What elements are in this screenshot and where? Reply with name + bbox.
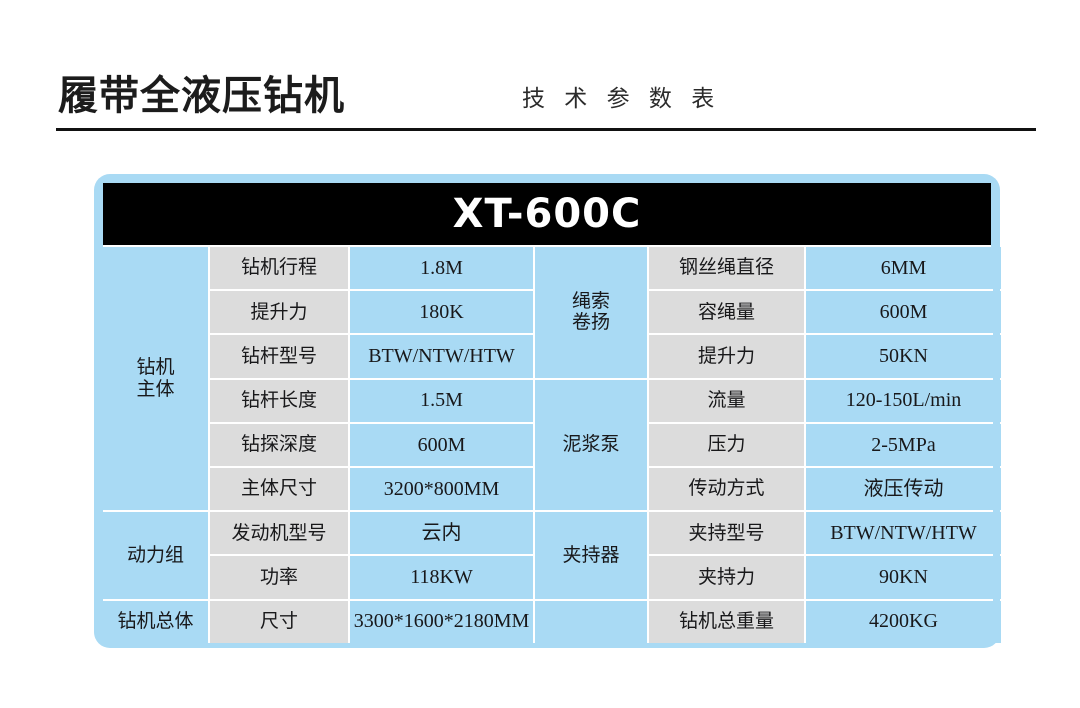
- param-label: 钻探深度: [210, 423, 348, 466]
- param-value: 2-5MPa: [806, 423, 1001, 466]
- param-label: 传动方式: [649, 467, 804, 511]
- param-value: 3200*800MM: [350, 467, 533, 511]
- page-header: 履带全液压钻机 技 术 参 数 表: [0, 72, 1080, 134]
- group-label-power-unit: 动力组: [103, 512, 208, 599]
- param-label: 钻杆长度: [210, 379, 348, 422]
- group-label-overall: 钻机总体: [103, 600, 208, 643]
- page-subtitle: 技 术 参 数 表: [522, 86, 721, 112]
- model-banner: XT-600C: [103, 183, 991, 245]
- group-label-rope-winch: 绳索 卷扬: [535, 247, 647, 378]
- title-divider: [56, 128, 1036, 131]
- param-label: 尺寸: [210, 600, 348, 643]
- param-value: BTW/NTW/HTW: [350, 335, 533, 378]
- param-label: 容绳量: [649, 291, 804, 334]
- group-label-mud-pump: 泥浆泵: [535, 379, 647, 511]
- group-label-clamp: 夹持器: [535, 512, 647, 599]
- param-label: 夹持型号: [649, 512, 804, 555]
- param-label: 流量: [649, 379, 804, 422]
- param-label: 夹持力: [649, 556, 804, 599]
- spec-table-frame: XT-600C 钻机 主体 钻机行程 1.8M 绳索 卷扬 钢丝绳直径 6MM …: [94, 174, 1001, 648]
- param-value: 1.8M: [350, 247, 533, 290]
- page-title: 履带全液压钻机: [58, 72, 345, 119]
- spec-table-grid: 钻机 主体 钻机行程 1.8M 绳索 卷扬 钢丝绳直径 6MM 提升力 180K…: [103, 247, 1001, 643]
- param-value: 6MM: [806, 247, 1001, 290]
- spec-table-inner: XT-600C 钻机 主体 钻机行程 1.8M 绳索 卷扬 钢丝绳直径 6MM …: [103, 183, 1001, 643]
- param-value: 180K: [350, 291, 533, 334]
- param-value: 液压传动: [806, 467, 1001, 511]
- param-value: 3300*1600*2180MM: [350, 600, 533, 643]
- param-label: 功率: [210, 556, 348, 599]
- param-label: 主体尺寸: [210, 467, 348, 511]
- param-label: 提升力: [649, 335, 804, 378]
- param-value: 云内: [350, 512, 533, 555]
- param-label: 钢丝绳直径: [649, 247, 804, 290]
- param-value: BTW/NTW/HTW: [806, 512, 1001, 555]
- group-label-drill-body: 钻机 主体: [103, 247, 208, 511]
- param-value: 4200KG: [806, 600, 1001, 643]
- param-value: 600M: [350, 423, 533, 466]
- param-label: 发动机型号: [210, 512, 348, 555]
- param-value: 600M: [806, 291, 1001, 334]
- param-label: 钻杆型号: [210, 335, 348, 378]
- param-label: 钻机行程: [210, 247, 348, 290]
- param-value: 90KN: [806, 556, 1001, 599]
- param-label: 提升力: [210, 291, 348, 334]
- param-label: 压力: [649, 423, 804, 466]
- spacer-cell: [535, 600, 647, 643]
- param-value: 118KW: [350, 556, 533, 599]
- param-value: 120-150L/min: [806, 379, 1001, 422]
- param-label: 钻机总重量: [649, 600, 804, 643]
- param-value: 50KN: [806, 335, 1001, 378]
- param-value: 1.5M: [350, 379, 533, 422]
